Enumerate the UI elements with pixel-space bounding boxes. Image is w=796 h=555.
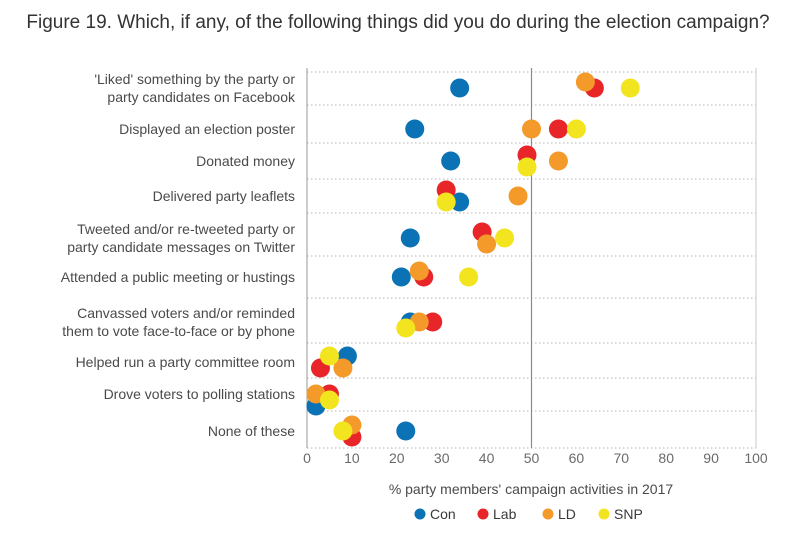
point-lab <box>548 119 568 139</box>
point-lab <box>423 312 443 332</box>
legend: Con Lab LD SNP <box>414 506 643 522</box>
point-ld <box>333 358 353 378</box>
point-con <box>450 192 470 212</box>
x-ticks: 0 10 20 30 40 50 60 70 80 90 100 <box>303 450 768 466</box>
legend-label-con: Con <box>430 506 456 522</box>
point-snp <box>396 318 416 338</box>
point-snp <box>495 228 515 248</box>
category-label: Drove voters to polling stations <box>104 386 295 402</box>
point-ld <box>477 234 497 254</box>
x-tick-label: 0 <box>303 450 311 466</box>
data-points <box>306 72 640 447</box>
point-snp <box>319 390 339 410</box>
x-tick-label: 20 <box>389 450 405 466</box>
chart-title: Figure 19. Which, if any, of the followi… <box>26 12 770 33</box>
point-con <box>441 151 461 171</box>
category-labels: 'Liked' something by the party or party c… <box>61 71 296 439</box>
point-snp <box>517 157 537 177</box>
point-ld <box>575 72 595 92</box>
category-label: 'Liked' something by the party or party c… <box>94 71 296 105</box>
x-tick-label: 80 <box>658 450 674 466</box>
point-con <box>400 228 420 248</box>
point-con <box>396 421 416 441</box>
category-label: Canvassed voters and/or reminded them to … <box>62 305 295 339</box>
x-axis-title: % party members' campaign activities in … <box>389 481 674 497</box>
category-label: Delivered party leaflets <box>153 188 295 204</box>
x-tick-label: 40 <box>479 450 495 466</box>
grid <box>306 68 757 449</box>
point-ld <box>548 151 568 171</box>
x-tick-label: 30 <box>434 450 450 466</box>
point-snp <box>319 346 339 366</box>
legend-marker-snp <box>598 508 610 520</box>
legend-marker-con <box>414 508 426 520</box>
point-snp <box>566 119 586 139</box>
category-label: Attended a public meeting or hustings <box>61 269 295 285</box>
category-label: Tweeted and/or re-tweeted party or party … <box>67 221 295 255</box>
point-ld <box>522 119 541 139</box>
point-snp <box>333 421 353 441</box>
legend-marker-lab <box>477 508 489 520</box>
x-tick-label: 100 <box>744 450 768 466</box>
x-tick-label: 90 <box>703 450 719 466</box>
x-tick-label: 50 <box>524 450 540 466</box>
x-tick-label: 60 <box>569 450 585 466</box>
category-label: None of these <box>208 423 295 439</box>
category-label: Displayed an election poster <box>119 121 295 137</box>
point-snp <box>436 192 456 212</box>
legend-marker-ld <box>542 508 554 520</box>
point-snp <box>459 267 479 287</box>
x-tick-label: 10 <box>344 450 360 466</box>
point-con <box>405 119 425 139</box>
legend-label-lab: Lab <box>493 506 517 522</box>
point-con <box>391 267 411 287</box>
point-con <box>450 78 470 98</box>
point-ld <box>409 261 429 281</box>
point-ld <box>508 186 528 206</box>
category-label: Helped run a party committee room <box>76 354 295 370</box>
category-label: Donated money <box>196 153 295 169</box>
legend-label-snp: SNP <box>614 506 643 522</box>
x-tick-label: 70 <box>614 450 630 466</box>
legend-label-ld: LD <box>558 506 576 522</box>
point-snp <box>620 78 640 98</box>
